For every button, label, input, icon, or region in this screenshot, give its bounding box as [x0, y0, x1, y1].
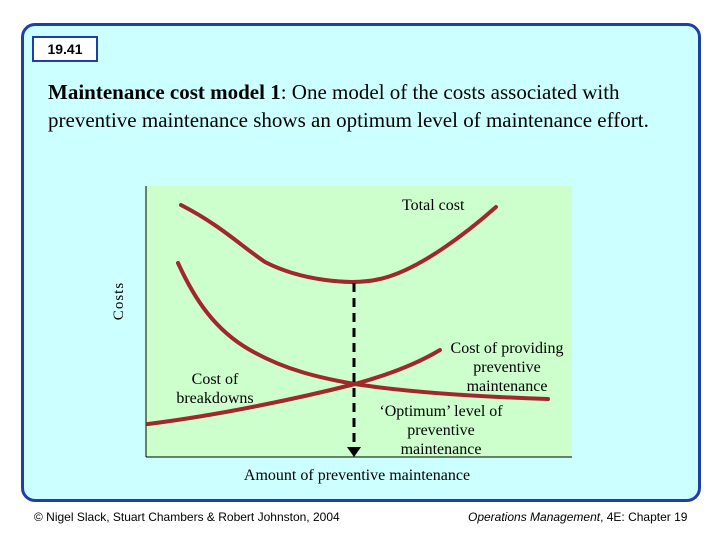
- total-cost-curve: [179, 203, 498, 284]
- breakdowns-label-line: breakdowns: [176, 390, 254, 407]
- providing-curve: [146, 348, 442, 426]
- optimum-label-line: ‘Optimum’ level of: [379, 403, 503, 420]
- y-axis-label: Costs: [111, 281, 127, 321]
- breakdowns-label-line: Cost of: [191, 371, 239, 388]
- total-cost-label: Total cost: [402, 197, 465, 214]
- footer-book: Operations Management, 4E: Chapter 19: [468, 510, 687, 524]
- optimum-label-line: preventive: [407, 422, 475, 439]
- providing-label: Cost of providing preventive maintenance: [436, 339, 578, 396]
- slide-title: Maintenance cost model 1: One model of t…: [48, 78, 678, 134]
- footer-book-chapter: , 4E: Chapter 19: [600, 510, 688, 524]
- breakdowns-label: Cost of breakdowns: [164, 370, 266, 408]
- footer-copyright: © Nigel Slack, Stuart Chambers & Robert …: [34, 510, 340, 524]
- slide-number-badge: 19.41: [32, 36, 98, 62]
- breakdowns-curve: [176, 261, 550, 401]
- providing-label-line: Cost of providing: [450, 340, 564, 357]
- optimum-arrowhead: [347, 447, 361, 457]
- optimum-label: ‘Optimum’ level of preventive maintenanc…: [356, 402, 526, 459]
- providing-label-line: maintenance: [466, 378, 548, 395]
- x-axis-label: Amount of preventive maintenance: [243, 467, 471, 484]
- optimum-label-line: maintenance: [400, 441, 482, 458]
- providing-label-line: preventive: [473, 359, 541, 376]
- title-rest: : One model of the costs associated with…: [48, 80, 649, 132]
- footer-book-title: Operations Management: [468, 510, 601, 524]
- title-bold: Maintenance cost model 1: [48, 80, 281, 104]
